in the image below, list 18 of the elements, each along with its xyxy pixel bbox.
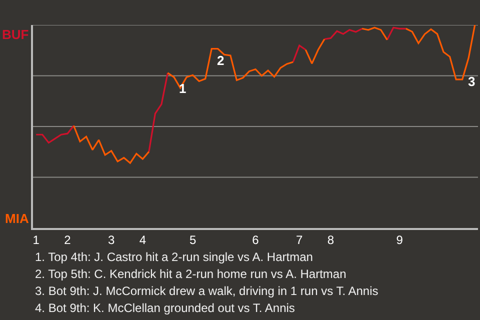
x-tick-label: 9 (396, 233, 404, 248)
text: MIA (5, 211, 30, 226)
text: 2. Top 5th: C. Kendrick hit a 2-run home run vs A. Hartman (35, 267, 346, 281)
text: BUF (2, 27, 29, 42)
text: 1. Top 4th: J. Castro hit a 2-run single vs A. Hartman (35, 250, 313, 264)
x-tick-label: 1 (32, 233, 40, 248)
x-tick-label: 7 (296, 233, 304, 248)
x-tick-label: 6 (252, 233, 260, 248)
x-tick-label: 4 (139, 233, 146, 248)
annotation: 1 (179, 81, 186, 96)
text: 3. Bot 9th: J. McCormick drew a walk, driving in 1 run vs T. Annis (35, 284, 378, 298)
annotation: 3 (468, 74, 476, 89)
x-tick-label: 8 (327, 233, 334, 248)
x-tick-label: 2 (64, 233, 72, 248)
text: 4. Bot 9th: K. McClellan grounded out vs T. Annis (35, 301, 295, 315)
x-tick-label: 5 (189, 233, 196, 248)
x-tick-label: 3 (108, 233, 116, 248)
annotation: 2 (217, 53, 224, 68)
